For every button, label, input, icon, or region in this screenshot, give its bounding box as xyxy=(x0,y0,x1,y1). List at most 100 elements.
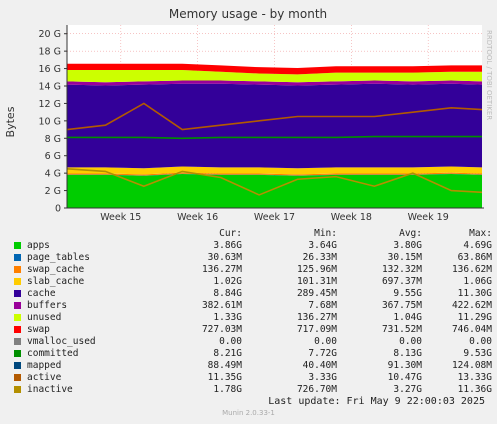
legend-row: inactive 1.78G 726.70M 3.27G 11.36G xyxy=(12,384,492,396)
legend-avg-value: 8.13G xyxy=(393,348,422,359)
legend-series-name: committed xyxy=(27,348,79,359)
legend-cur-value: 8.21G xyxy=(213,348,242,359)
legend-cur-value: 88.49M xyxy=(207,360,242,371)
legend-min-value: 726.70M xyxy=(296,384,337,395)
legend-min-value: 0.00 xyxy=(314,336,337,347)
legend-series-name: apps xyxy=(27,240,50,251)
legend-avg-value: 3.27G xyxy=(393,384,422,395)
legend-avg-value: 132.32M xyxy=(381,264,422,275)
legend-header-avg: Avg: xyxy=(399,228,422,239)
legend-max-value: 136.62M xyxy=(451,264,492,275)
legend-avg-value: 91.30M xyxy=(387,360,422,371)
legend-avg-value: 731.52M xyxy=(381,324,422,335)
y-tick-label: 20 G xyxy=(39,29,61,40)
legend-cur-value: 727.03M xyxy=(201,324,242,335)
legend-cur-value: 30.63M xyxy=(207,252,242,263)
legend-max-value: 422.62M xyxy=(451,300,492,311)
rrdtool-credit: RRDTOOL / TOBI OETIKER xyxy=(485,30,493,120)
legend-row: swap 727.03M 717.09M 731.52M 746.04M xyxy=(12,324,492,336)
x-tick-label: Week 18 xyxy=(331,212,372,223)
footer-version: Munin 2.0.33-1 xyxy=(222,409,275,417)
legend-swatch xyxy=(14,242,21,249)
legend-max-value: 63.86M xyxy=(457,252,492,263)
line-inactive xyxy=(66,167,483,196)
legend-avg-value: 697.37M xyxy=(381,276,422,287)
legend-row: active 11.35G 3.33G 10.47G 13.33G xyxy=(12,372,492,384)
legend-series-name: slab_cache xyxy=(27,276,85,287)
legend-series-name: active xyxy=(27,372,62,383)
legend-series-name: swap xyxy=(27,324,50,335)
legend-row: vmalloc_used 0.00 0.00 0.00 0.00 xyxy=(12,336,492,348)
legend-cur-value: 0.00 xyxy=(219,336,242,347)
legend-rows: apps 3.86G 3.64G 3.80G 4.69G page_tables 30.63… xyxy=(12,240,492,396)
legend-max-value: 1.06G xyxy=(463,276,492,287)
legend-row: slab_cache 1.02G 101.31M 697.37M 1.06G xyxy=(12,276,492,288)
legend-cur-value: 136.27M xyxy=(201,264,242,275)
y-axis-label: Bytes xyxy=(4,106,17,137)
area-cache xyxy=(67,83,482,169)
y-tick-label: 0 xyxy=(55,204,61,215)
area-swap_cache xyxy=(67,172,482,176)
legend-avg-value: 10.47G xyxy=(387,372,422,383)
legend-max-value: 746.04M xyxy=(451,324,492,335)
legend-cur-value: 382.61M xyxy=(201,300,242,311)
legend-cur-value: 11.35G xyxy=(207,372,242,383)
area-buffers xyxy=(67,80,482,86)
legend-swatch xyxy=(14,278,21,285)
legend-cur-value: 1.78G xyxy=(213,384,242,395)
legend-swatch xyxy=(14,350,21,357)
x-tick-label: Week 19 xyxy=(408,212,449,223)
legend-swatch xyxy=(14,362,21,369)
legend-header-cur: Cur: xyxy=(219,228,242,239)
legend-row: unused 1.33G 136.27M 1.04G 11.29G xyxy=(12,312,492,324)
x-tick-label: Week 15 xyxy=(100,212,141,223)
legend-min-value: 717.09M xyxy=(296,324,337,335)
legend-min-value: 3.33G xyxy=(308,372,337,383)
legend-cur-value: 3.86G xyxy=(213,240,242,251)
legend-min-value: 26.33M xyxy=(302,252,337,263)
legend-max-value: 11.29G xyxy=(457,312,492,323)
legend-swatch xyxy=(14,302,21,309)
legend-min-value: 7.72G xyxy=(308,348,337,359)
last-update: Last update: Fri May 9 22:00:03 2025 xyxy=(268,396,485,407)
area-unused xyxy=(67,70,482,83)
legend-cur-value: 1.02G xyxy=(213,276,242,287)
legend-min-value: 40.40M xyxy=(302,360,337,371)
y-tick-label: 8 G xyxy=(45,134,61,145)
memory-usage-chart: Memory usage - by month Bytes RRDTOOL / … xyxy=(4,7,493,223)
y-tick-label: 12 G xyxy=(39,99,61,110)
legend-row: apps 3.86G 3.64G 3.80G 4.69G xyxy=(12,240,492,252)
y-tick-label: 2 G xyxy=(45,186,61,197)
legend-max-value: 9.53G xyxy=(463,348,492,359)
area-page_tables xyxy=(67,173,482,176)
legend-series-name: unused xyxy=(27,312,62,323)
legend-min-value: 7.68M xyxy=(308,300,337,311)
legend-min-value: 136.27M xyxy=(296,312,337,323)
legend-max-value: 124.08M xyxy=(451,360,492,371)
legend-min-value: 3.64G xyxy=(308,240,337,251)
legend-swatch xyxy=(14,290,21,297)
line-series xyxy=(66,102,483,196)
legend-series-name: buffers xyxy=(27,300,68,311)
legend-series-name: mapped xyxy=(27,360,62,371)
y-tick-label: 16 G xyxy=(39,64,61,75)
area-apps xyxy=(67,174,482,208)
y-tick-label: 18 G xyxy=(39,47,61,58)
x-axis-ticks: Week 15 Week 16 Week 17 Week 18 Week 19 xyxy=(100,212,449,223)
line-committed xyxy=(67,135,482,140)
legend-avg-value: 0.00 xyxy=(399,336,422,347)
legend-swatch xyxy=(14,314,21,321)
area-swap xyxy=(67,63,482,75)
y-tick-label: 14 G xyxy=(39,82,61,93)
legend-min-value: 101.31M xyxy=(296,276,337,287)
y-tick-label: 6 G xyxy=(45,151,61,162)
legend-swatch xyxy=(14,338,21,345)
legend-min-value: 289.45M xyxy=(296,288,337,299)
legend-min-value: 125.96M xyxy=(296,264,337,275)
legend-max-value: 11.30G xyxy=(457,288,492,299)
legend-max-value: 13.33G xyxy=(457,372,492,383)
legend-row: buffers 382.61M 7.68M 367.75M 422.62M xyxy=(12,300,492,312)
legend-swatch xyxy=(14,386,21,393)
legend-header-row: Cur: Min: Avg: Max: xyxy=(12,228,492,240)
